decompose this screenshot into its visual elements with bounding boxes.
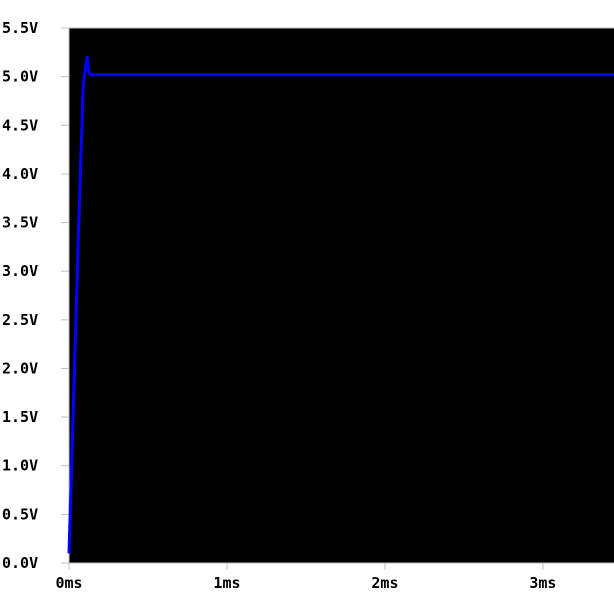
y-tick-label: 0.0V: [2, 554, 38, 572]
y-tick-label: 2.0V: [2, 359, 38, 377]
series-layer: [67, 55, 614, 554]
y-tick-label: 3.0V: [2, 262, 38, 280]
y-tick-label: 5.0V: [2, 68, 38, 86]
plot-area: [69, 28, 614, 563]
y-tick-label: 4.5V: [2, 116, 38, 134]
y-tick-label: 1.5V: [2, 408, 38, 426]
y-tick-label: 1.0V: [2, 457, 38, 475]
ticks: 0.0V 0.5V 1.0V 1.5V 2.0V 2.5V 3.0V 3.5V 4.0V 4.5V…: [2, 19, 556, 592]
x-tick-label: 0ms: [55, 574, 82, 592]
x-tick-label: 1ms: [213, 574, 240, 592]
x-tick-label: 2ms: [371, 574, 398, 592]
series-line: [67, 55, 614, 554]
y-tick-label: 0.5V: [2, 505, 38, 523]
y-tick-label: 5.5V: [2, 19, 38, 37]
x-tick-label: 3ms: [529, 574, 556, 592]
y-tick-label: 3.5V: [2, 214, 38, 232]
axes: [68, 27, 614, 564]
y-tick-label: 4.0V: [2, 165, 38, 183]
y-tick-label: 2.5V: [2, 311, 38, 329]
